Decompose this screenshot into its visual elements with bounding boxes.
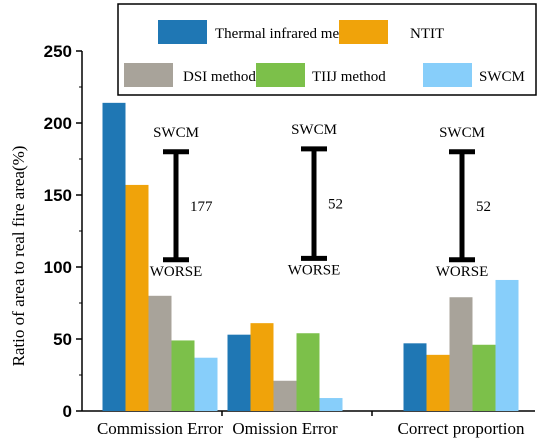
y-tick-label: 0	[63, 402, 72, 421]
legend-swatch	[423, 63, 472, 87]
y-tick-label: 100	[44, 258, 72, 277]
bar	[273, 380, 297, 411]
annotation-top-label: SWCM	[153, 125, 199, 141]
bar	[403, 343, 427, 411]
annotation-value-label: 52	[476, 199, 491, 215]
annotation-top-label: SWCM	[439, 125, 485, 141]
y-tick-label: 150	[44, 186, 72, 205]
y-tick-label: 250	[44, 42, 72, 61]
y-axis-label: Ratio of area to real fire area(%)	[9, 146, 28, 367]
bar	[227, 334, 251, 411]
bar	[449, 297, 473, 411]
legend-label: TIIJ method	[312, 69, 386, 85]
legend-label: Thermal infrared method	[215, 26, 366, 42]
bar	[472, 344, 496, 411]
legend-swatch	[256, 63, 305, 87]
legend-label: DSI method	[183, 69, 256, 85]
annotation-value-label: 52	[328, 197, 343, 213]
y-tick-label: 50	[53, 330, 72, 349]
axes: 0 50 100 150 200 250 Ratio of area to real fir…	[9, 42, 535, 438]
x-tick-label: Correct proportion	[398, 419, 525, 438]
bar	[125, 184, 149, 411]
bar	[319, 398, 343, 411]
legend-swatch	[339, 20, 388, 44]
annotation-bottom-label: WORSE	[288, 262, 341, 278]
x-tick-label: Omission Error	[232, 419, 338, 438]
legend: Thermal infrared method NTIT DSI method TII…	[117, 3, 537, 96]
annotations: SWCM WORSE 177 SWCM WORSE 52 SWCM WORSE 52	[150, 122, 491, 280]
bar	[148, 295, 172, 411]
bar	[296, 333, 320, 411]
annotation-top-label: SWCM	[291, 122, 337, 138]
bars	[102, 102, 519, 411]
annotation-value-label: 177	[190, 199, 213, 215]
y-tick-label: 200	[44, 114, 72, 133]
legend-label: NTIT	[410, 26, 444, 42]
bar	[171, 340, 195, 411]
legend-label: SWCM	[479, 69, 525, 85]
annotation-bottom-label: WORSE	[150, 264, 203, 280]
annotation-bottom-label: WORSE	[436, 264, 489, 280]
bar	[250, 323, 274, 411]
legend-swatch	[124, 63, 173, 87]
legend-swatch	[158, 20, 207, 44]
x-tick-label: Commission Error	[97, 419, 223, 438]
bar	[102, 102, 126, 411]
bar	[495, 279, 519, 411]
bar	[426, 354, 450, 411]
bar	[194, 357, 218, 411]
